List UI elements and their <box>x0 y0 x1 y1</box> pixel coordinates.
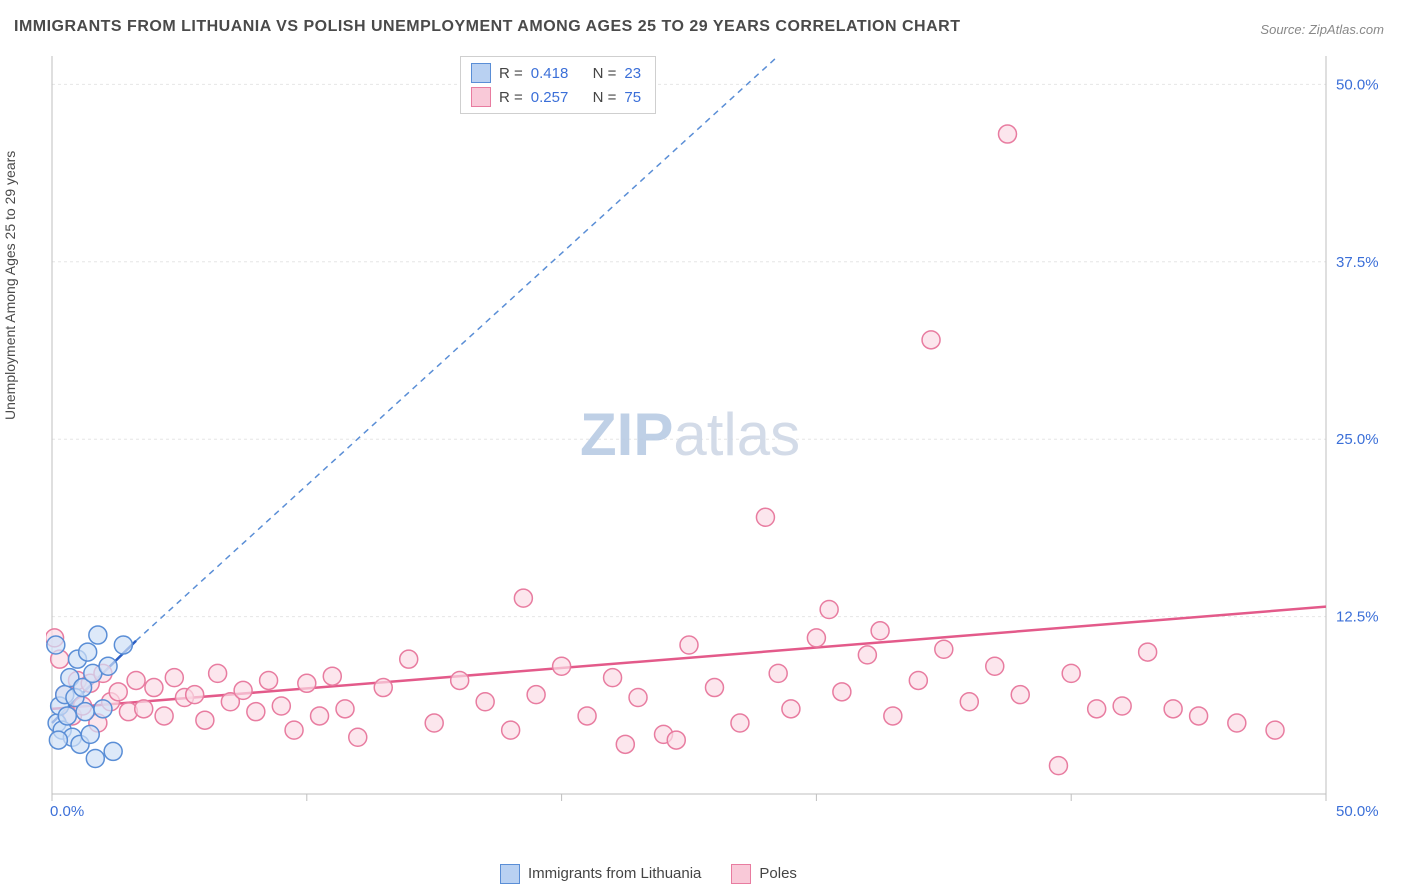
correlation-legend: R = 0.418 N = 23 R = 0.257 N = 75 <box>460 56 656 114</box>
svg-text:37.5%: 37.5% <box>1336 254 1379 271</box>
source-label: Source: <box>1260 22 1305 37</box>
svg-text:12.5%: 12.5% <box>1336 609 1379 626</box>
legend-label-poles: Poles <box>759 865 797 882</box>
swatch-lithuania-icon <box>500 864 520 884</box>
y-axis-label: Unemployment Among Ages 25 to 29 years <box>2 151 18 420</box>
source-value: ZipAtlas.com <box>1309 22 1384 37</box>
svg-text:50.0%: 50.0% <box>1336 803 1379 820</box>
swatch-poles <box>471 87 491 107</box>
legend-row-poles: R = 0.257 N = 75 <box>471 85 641 109</box>
r-value-lithuania: 0.418 <box>531 65 569 82</box>
n-value-lithuania: 23 <box>624 65 641 82</box>
n-value-poles: 75 <box>624 89 641 106</box>
legend-label-lithuania: Immigrants from Lithuania <box>528 865 701 882</box>
svg-text:50.0%: 50.0% <box>1336 76 1379 93</box>
series-legend: Immigrants from Lithuania Poles <box>500 864 797 884</box>
svg-text:0.0%: 0.0% <box>50 803 84 820</box>
legend-item-poles: Poles <box>731 864 797 884</box>
r-label: R = <box>499 89 523 106</box>
scatter-plot: 12.5% 25.0% 37.5% 50.0% 0.0% 50.0% <box>46 50 1386 840</box>
swatch-poles-icon <box>731 864 751 884</box>
n-label: N = <box>593 89 617 106</box>
source-attribution: Source: ZipAtlas.com <box>1260 22 1384 37</box>
r-value-poles: 0.257 <box>531 89 569 106</box>
swatch-lithuania <box>471 63 491 83</box>
legend-item-lithuania: Immigrants from Lithuania <box>500 864 701 884</box>
chart-title: IMMIGRANTS FROM LITHUANIA VS POLISH UNEM… <box>14 18 961 36</box>
legend-row-lithuania: R = 0.418 N = 23 <box>471 61 641 85</box>
n-label: N = <box>593 65 617 82</box>
r-label: R = <box>499 65 523 82</box>
svg-text:25.0%: 25.0% <box>1336 431 1379 448</box>
